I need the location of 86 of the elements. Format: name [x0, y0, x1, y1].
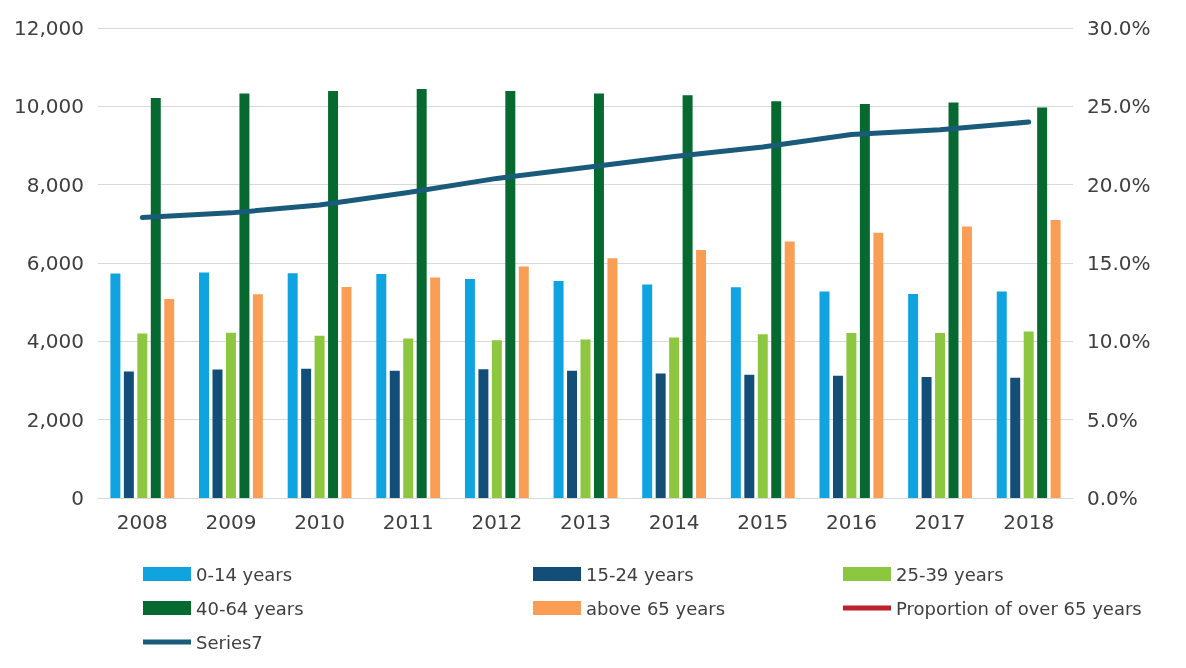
bar [199, 272, 210, 498]
x-tick-label: 2008 [116, 510, 168, 534]
bar [642, 284, 653, 498]
bar [669, 337, 680, 498]
bar [518, 266, 529, 498]
bar [164, 299, 175, 498]
y2-tick-label: 30.0% [1087, 16, 1151, 40]
x-tick-label: 2013 [560, 510, 611, 534]
bar [137, 333, 148, 498]
bar [961, 226, 972, 498]
bar [328, 91, 339, 498]
legend-label: 15-24 years [586, 563, 694, 585]
x-tick-label: 2009 [205, 510, 257, 534]
bar [1010, 377, 1021, 498]
bar [212, 369, 223, 498]
bar [239, 93, 250, 498]
bar [593, 93, 604, 498]
y-tick-label: 2,000 [26, 407, 84, 432]
bar [859, 103, 870, 498]
y2-tick-label: 25.0% [1087, 94, 1151, 119]
y2-tick-label: 20.0% [1087, 172, 1151, 197]
x-tick-label: 2010 [294, 510, 346, 534]
bar [744, 374, 755, 498]
legend-label: above 65 years [586, 597, 726, 619]
y-tick-label: 12,000 [14, 16, 84, 40]
bar [341, 286, 352, 498]
bar [771, 101, 782, 498]
bar [921, 376, 932, 498]
y-tick-label: 8,000 [26, 172, 84, 197]
bar [110, 273, 121, 498]
bar [389, 370, 400, 498]
x-tick-label: 2018 [1003, 510, 1055, 534]
x-tick-label: 2017 [914, 510, 966, 534]
legend-label: 40-64 years [196, 597, 304, 619]
legend-label: 0-14 years [196, 563, 293, 585]
bar [505, 91, 516, 498]
bar [252, 294, 263, 498]
y2-tick-label: 5.0% [1087, 407, 1138, 432]
bar [1023, 331, 1034, 498]
y-tick-label: 10,000 [14, 94, 84, 119]
bar [150, 98, 161, 498]
bar [123, 371, 134, 498]
bar [416, 89, 427, 498]
bar [376, 273, 387, 498]
x-tick-label: 2011 [382, 510, 434, 534]
y2-tick-label: 10.0% [1087, 329, 1151, 354]
bar [491, 340, 502, 498]
bar [996, 291, 1007, 498]
x-tick-label: 2014 [648, 510, 700, 534]
bar [784, 241, 795, 498]
y-tick-label: 6,000 [26, 251, 84, 275]
y-tick-label: 0 [71, 486, 84, 510]
legend-label: 25-39 years [896, 563, 1004, 585]
y2-tick-label: 0.0% [1087, 486, 1138, 510]
bar [832, 375, 843, 498]
bar [301, 368, 312, 498]
bar [873, 232, 884, 498]
bar [464, 279, 475, 498]
bar [846, 333, 857, 498]
bar [730, 287, 741, 498]
bar [225, 332, 236, 498]
legend-label: Proportion of over 65 years [896, 597, 1142, 619]
x-tick-label: 2016 [825, 510, 877, 534]
x-tick-label: 2012 [471, 510, 523, 534]
x-tick-label: 2015 [737, 510, 789, 534]
bar [567, 370, 578, 498]
bar [757, 334, 768, 498]
bar [908, 293, 919, 498]
legend-label: Series7 [196, 631, 263, 653]
bar [430, 277, 441, 498]
bar [1037, 107, 1048, 498]
bar [1050, 219, 1061, 498]
bar [655, 373, 666, 498]
bar [682, 95, 693, 498]
bar [580, 339, 591, 498]
bar [478, 369, 489, 498]
bar [935, 333, 946, 498]
bar [287, 273, 298, 498]
bar [403, 338, 414, 498]
y2-tick-label: 15.0% [1087, 251, 1151, 275]
bar [819, 291, 830, 498]
bar [314, 335, 325, 498]
bar [696, 250, 707, 498]
bar [553, 281, 564, 498]
y-tick-label: 4,000 [26, 329, 84, 354]
bar [607, 258, 618, 498]
